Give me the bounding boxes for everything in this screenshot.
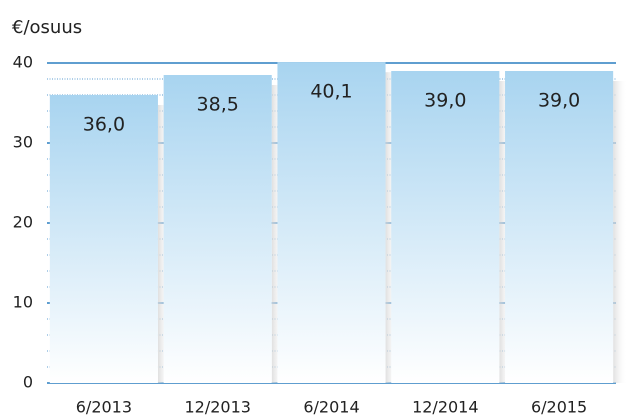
x-tick-label: 6/2013 bbox=[76, 398, 132, 416]
bar bbox=[163, 75, 272, 383]
bar bbox=[505, 71, 614, 383]
bar bbox=[277, 62, 386, 383]
y-axis-label: €/osuus bbox=[12, 17, 82, 38]
bar bbox=[49, 95, 158, 383]
y-tick-label: 0 bbox=[23, 373, 33, 392]
value-label: 36,0 bbox=[83, 114, 125, 136]
x-tick-label: 6/2014 bbox=[303, 398, 359, 416]
y-tick-label: 10 bbox=[13, 293, 33, 312]
bar bbox=[391, 71, 500, 383]
value-label: 39,0 bbox=[424, 90, 466, 112]
x-tick-label: 12/2013 bbox=[184, 398, 250, 416]
y-tick-label: 40 bbox=[13, 53, 33, 72]
x-tick-label: 12/2014 bbox=[412, 398, 478, 416]
bar-shadow bbox=[613, 81, 628, 383]
value-label: 39,0 bbox=[538, 90, 580, 112]
value-label: 40,1 bbox=[310, 81, 352, 103]
value-label: 38,5 bbox=[197, 94, 239, 116]
y-tick-label: 20 bbox=[13, 213, 33, 232]
y-tick-label: 30 bbox=[13, 133, 33, 152]
x-tick-label: 6/2015 bbox=[531, 398, 587, 416]
